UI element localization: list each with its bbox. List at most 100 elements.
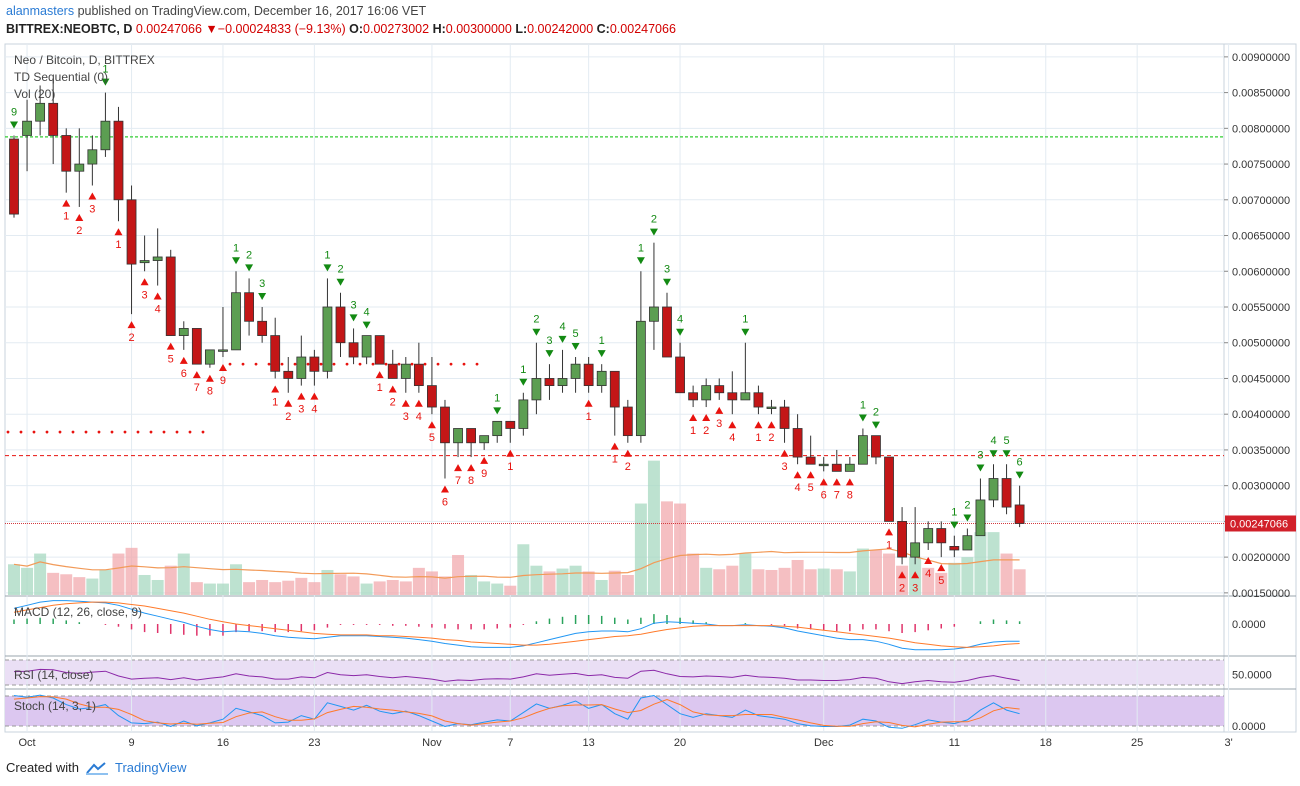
price-tick-label: 0.00350000 — [1232, 445, 1290, 457]
td-buy-count: 1 — [102, 64, 108, 76]
td-buy-arrow — [597, 350, 606, 358]
open-value: 0.00273002 — [363, 22, 430, 36]
td-buy-count: 1 — [520, 364, 526, 376]
td-sell-count: 2 — [703, 425, 709, 437]
volume-bar — [595, 579, 608, 595]
candle-up — [139, 260, 150, 264]
volume-bar — [752, 569, 765, 595]
volume-bar — [935, 572, 948, 595]
td-sell-count: 6 — [181, 368, 187, 380]
td-sell-count: 5 — [938, 575, 944, 587]
volume-bar — [334, 574, 347, 595]
td-sell-count: 7 — [455, 475, 461, 487]
volume-bar — [778, 567, 791, 595]
volume-bar — [216, 583, 229, 595]
td-sell-count: 2 — [128, 332, 134, 344]
candle-down — [544, 378, 555, 387]
td-buy-count: 2 — [651, 214, 657, 226]
candle-down — [48, 102, 59, 136]
volume-bar — [804, 569, 817, 595]
td-sell-count: 2 — [390, 396, 396, 408]
time-tick-label: 13 — [583, 737, 595, 749]
support-dot — [397, 362, 401, 366]
candle-up — [649, 306, 659, 322]
td-sell-arrow — [205, 374, 214, 382]
low-label: L: — [515, 22, 528, 36]
stoch-axis-label: 0.0000 — [1232, 721, 1266, 733]
td-sell-count: 4 — [925, 568, 931, 580]
candle-up — [962, 535, 973, 551]
volume-bar — [922, 567, 935, 595]
candle-down — [113, 120, 124, 201]
author-link[interactable]: alanmasters — [6, 4, 75, 18]
price-tick-label: 0.00800000 — [1232, 123, 1290, 135]
time-tick-label: 25 — [1131, 737, 1143, 749]
candle-down — [257, 320, 268, 336]
volume-bar — [34, 553, 47, 595]
price-tick-label: 0.00650000 — [1232, 231, 1290, 243]
td-sell-count: 4 — [155, 304, 161, 316]
candle-down — [949, 546, 960, 551]
td-sell-count: 6 — [821, 489, 827, 501]
candle-down — [1014, 504, 1025, 524]
volume-bar — [856, 548, 869, 595]
td-sell-arrow — [754, 421, 763, 429]
volume-bar — [974, 532, 987, 595]
candle-up — [296, 356, 307, 379]
candle-up — [453, 428, 463, 444]
volume-bar — [412, 567, 425, 595]
candle-up — [557, 378, 568, 387]
td-sell-arrow — [806, 471, 815, 479]
td-buy-arrow — [571, 343, 580, 351]
candle-down — [936, 528, 947, 544]
volume-bar — [621, 574, 634, 595]
volume-bar — [830, 569, 843, 595]
td-buy-arrow — [349, 314, 358, 322]
td-buy-arrow — [258, 292, 267, 300]
candle-up — [178, 328, 189, 336]
td-sell-arrow — [584, 399, 593, 407]
candle-down — [505, 420, 516, 429]
candle-up — [923, 528, 934, 544]
candle-up — [910, 542, 921, 558]
volume-bar — [478, 581, 491, 595]
td-sell-arrow — [88, 192, 97, 200]
support-dot — [175, 430, 179, 434]
candle-up — [518, 399, 529, 429]
ohlc-header: BITTREX:NEOBTC, D 0.00247066 ▼−0.0002483… — [6, 22, 676, 36]
td-buy-count: 1 — [324, 249, 330, 261]
td-buy-arrow — [950, 521, 959, 529]
support-dot — [201, 430, 205, 434]
td-buy-arrow — [871, 421, 880, 429]
support-dot — [358, 362, 362, 366]
price-tick-label: 0.00500000 — [1232, 338, 1290, 350]
volume-bar — [582, 571, 595, 595]
support-dot — [319, 362, 323, 366]
volume-bar — [99, 569, 112, 595]
candle-up — [152, 256, 163, 261]
candle-up — [818, 463, 829, 467]
candle-down — [871, 435, 881, 458]
td-sell-arrow — [728, 421, 737, 429]
support-dot — [136, 430, 140, 434]
volume-bar — [896, 565, 909, 595]
volume-bar — [961, 557, 974, 595]
candle-down — [792, 428, 803, 458]
volume-bar — [151, 579, 164, 595]
tradingview-link[interactable]: TradingView — [114, 760, 187, 775]
price-tick-label: 0.00150000 — [1232, 588, 1290, 600]
chart-title: Neo / Bitcoin, D, BITTREX — [14, 53, 155, 67]
candle-down — [348, 342, 359, 358]
price-tick-label: 0.00900000 — [1232, 52, 1290, 64]
td-buy-arrow — [858, 414, 867, 422]
candle-up — [22, 120, 32, 136]
td-buy-arrow — [989, 450, 998, 458]
volume-bar — [1000, 553, 1013, 595]
close-value: 0.00247066 — [609, 22, 676, 36]
td-buy-count: 3 — [350, 299, 356, 311]
candle-up — [100, 120, 111, 151]
candle-up — [844, 463, 855, 472]
td-sell-count: 5 — [808, 482, 814, 494]
candle-down — [309, 356, 320, 372]
